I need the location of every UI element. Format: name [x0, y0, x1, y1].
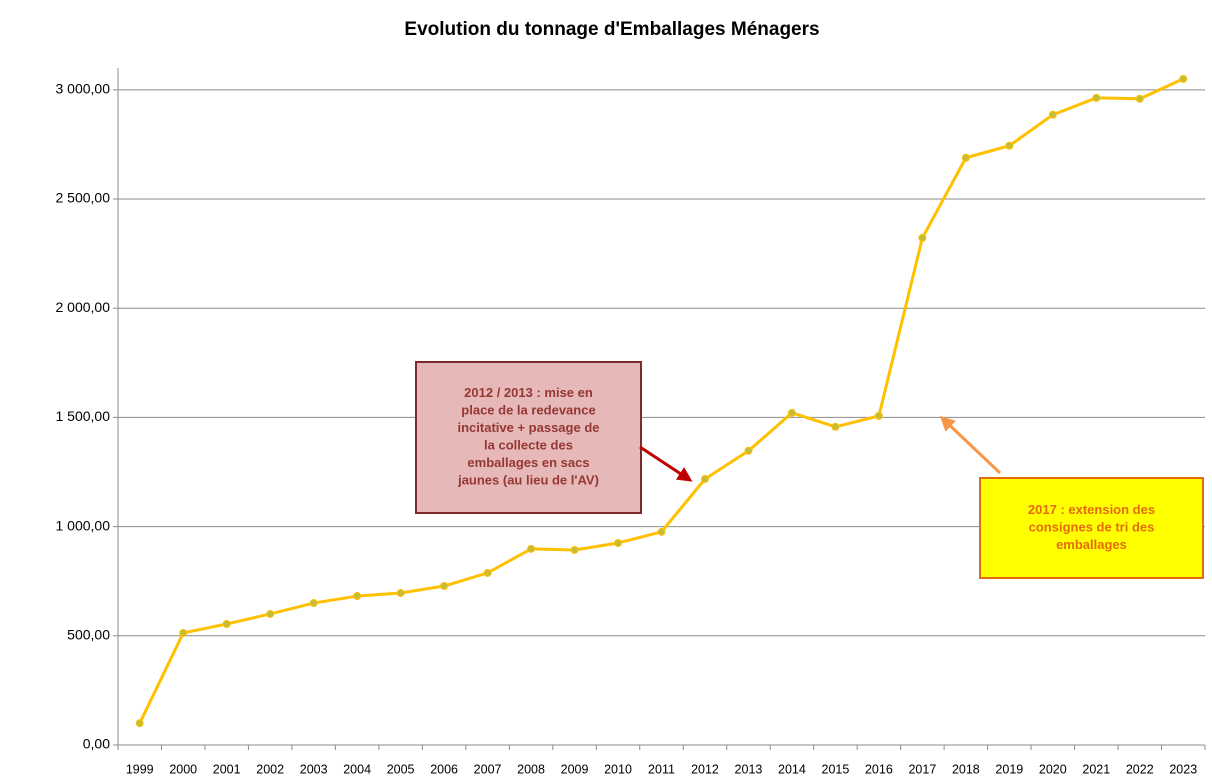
x-tick-label: 2010 — [604, 762, 632, 776]
marker — [483, 568, 492, 577]
x-tick-label: 2023 — [1169, 762, 1197, 776]
y-tick-label: 1 000,00 — [56, 517, 111, 533]
x-tick-label: 2022 — [1126, 762, 1154, 776]
x-tick-label: 2018 — [952, 762, 980, 776]
y-tick-label: 0,00 — [83, 736, 110, 752]
marker — [1092, 93, 1101, 102]
marker — [657, 527, 666, 536]
x-tick-label: 2006 — [430, 762, 458, 776]
x-tick-label: 2017 — [908, 762, 936, 776]
x-tick-label: 1999 — [126, 762, 154, 776]
marker — [570, 545, 579, 554]
x-tick-label: 2013 — [735, 762, 763, 776]
marker — [831, 422, 840, 431]
x-tick-label: 2021 — [1082, 762, 1110, 776]
marker — [1179, 74, 1188, 83]
marker — [787, 408, 796, 417]
annotation-text: emballages en sacs — [467, 455, 589, 470]
y-tick-label: 2 000,00 — [56, 299, 111, 315]
x-tick-label: 2007 — [474, 762, 502, 776]
marker — [700, 475, 709, 484]
y-tick-label: 3 000,00 — [56, 81, 111, 97]
marker — [309, 599, 318, 608]
y-tick-label: 2 500,00 — [56, 190, 111, 206]
x-tick-label: 2014 — [778, 762, 806, 776]
x-tick-label: 2003 — [300, 762, 328, 776]
marker — [353, 592, 362, 601]
marker — [179, 628, 188, 637]
x-tick-label: 2020 — [1039, 762, 1067, 776]
marker — [961, 153, 970, 162]
annotation-box — [979, 477, 1204, 579]
marker — [1135, 94, 1144, 103]
annotation: 2012 / 2013 : mise en place de la redevan… — [415, 361, 693, 514]
x-tick-label: 2005 — [387, 762, 415, 776]
x-tick-label: 2008 — [517, 762, 545, 776]
x-tick-label: 2009 — [561, 762, 589, 776]
x-tick-label: 2002 — [256, 762, 284, 776]
x-tick-label: 2012 — [691, 762, 719, 776]
x-tick-label: 2000 — [169, 762, 197, 776]
marker — [266, 609, 275, 618]
line — [138, 77, 1184, 724]
annotation-text: incitative + passage de — [458, 420, 600, 435]
annotation-text: la collecte des — [484, 438, 573, 453]
x-tick-label: 2015 — [822, 762, 850, 776]
y-tick-label: 1 500,00 — [56, 408, 111, 424]
marker — [614, 538, 623, 547]
annotation-text: consignes de tri des — [1029, 519, 1155, 534]
marker — [1048, 110, 1057, 119]
x-tick-label: 2001 — [213, 762, 241, 776]
annotation-text: place de la redevance — [461, 403, 595, 418]
annotation-arrow — [639, 445, 693, 482]
annotation-arrow — [939, 415, 1002, 475]
annotation-box — [415, 361, 642, 514]
marker — [1005, 141, 1014, 150]
marker — [440, 582, 449, 591]
x-tick-label: 2004 — [343, 762, 371, 776]
annotation-text: 2012 / 2013 : mise en — [464, 385, 593, 400]
marker — [135, 719, 144, 728]
x-tick-label: 2016 — [865, 762, 893, 776]
marker — [744, 446, 753, 455]
x-tick-label: 2019 — [995, 762, 1023, 776]
y-tick-label: 500,00 — [67, 627, 110, 643]
marker — [918, 233, 927, 242]
marker — [396, 589, 405, 598]
marker — [527, 544, 536, 553]
marker — [874, 411, 883, 420]
annotation-text: 2017 : extension des — [1028, 502, 1155, 517]
marker — [222, 620, 231, 629]
chart-title: Evolution du tonnage d'Emballages Ménage… — [404, 19, 819, 40]
annotation-text: jaunes (au lieu de l'AV) — [457, 473, 599, 488]
annotation: 2017 : extension des consignes de tri des… — [939, 415, 1204, 579]
x-tick-label: 2011 — [648, 762, 675, 776]
annotation-text: emballages — [1056, 537, 1127, 552]
